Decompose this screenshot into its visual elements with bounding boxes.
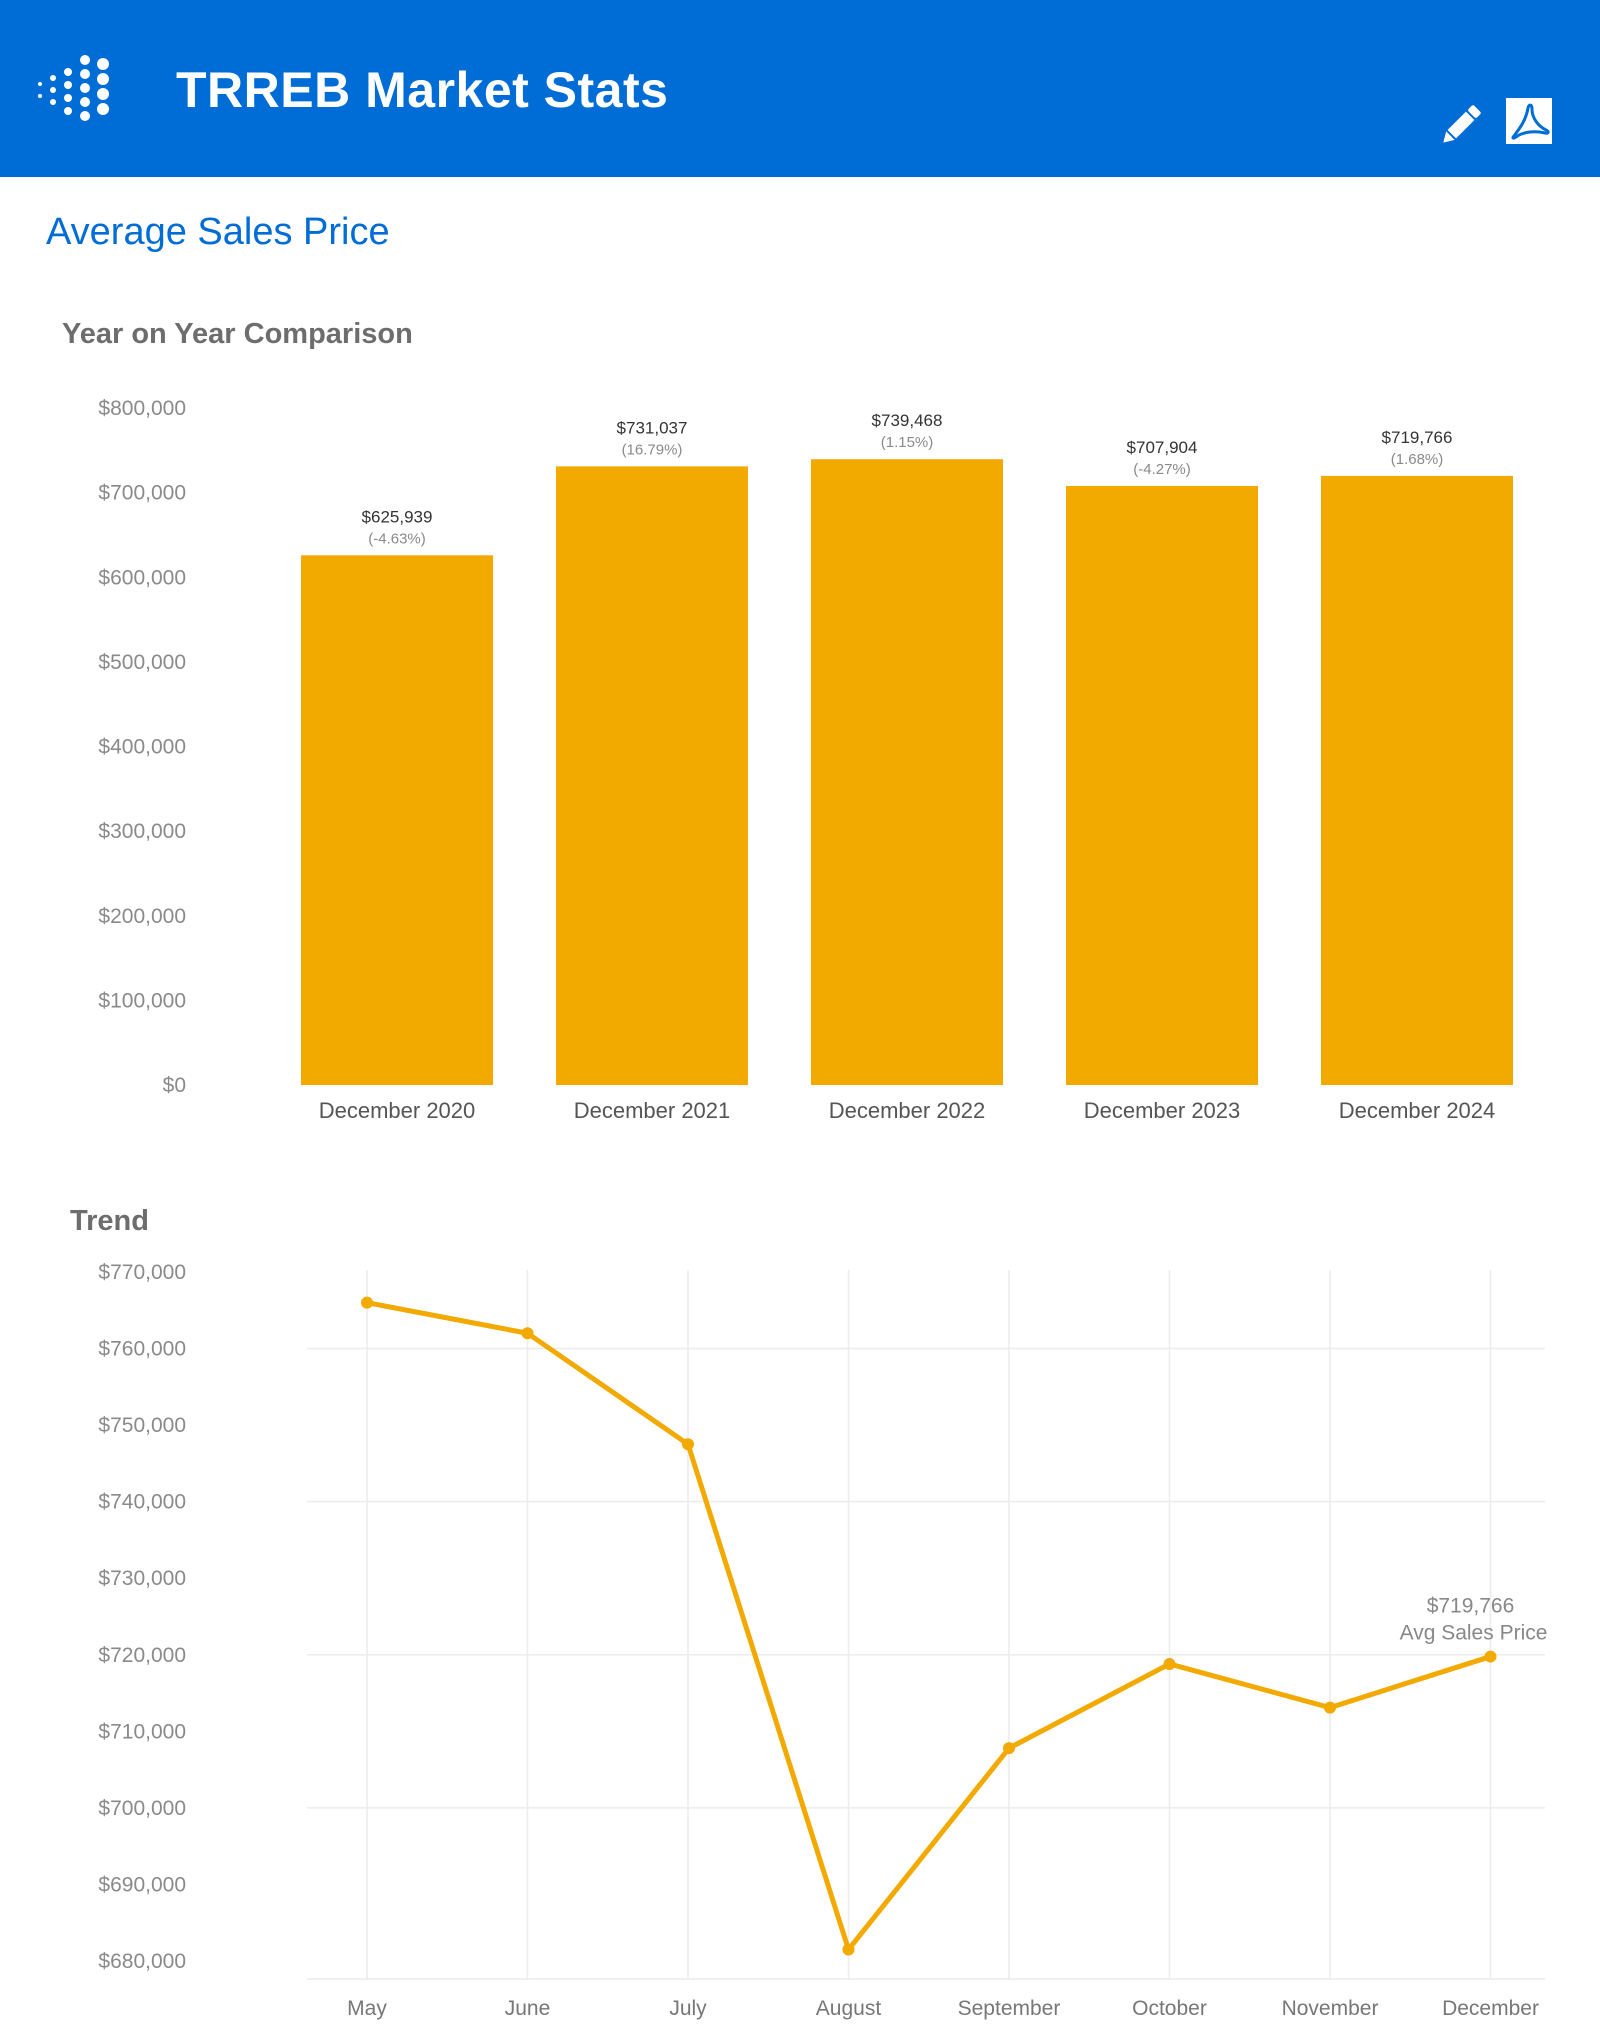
y-tick-label: $750,000 <box>98 1414 186 1437</box>
data-point[interactable] <box>842 1943 855 1956</box>
bar <box>1066 485 1258 1085</box>
bar-change-label: (1.15%) <box>881 434 934 451</box>
annotation-value: $719,766 <box>1427 1595 1515 1618</box>
y-tick-label: $0 <box>163 1074 186 1097</box>
page-title: Average Sales Price <box>46 211 390 253</box>
x-category-label: July <box>669 1997 707 2020</box>
data-point[interactable] <box>682 1438 694 1451</box>
x-category-label: September <box>958 1997 1061 2020</box>
y-tick-label: $680,000 <box>98 1950 186 1973</box>
bar-value-label: $707,904 <box>1127 438 1198 457</box>
y-tick-label: $100,000 <box>98 989 186 1012</box>
x-category-label: May <box>347 1997 387 2020</box>
y-tick-label: $730,000 <box>98 1567 186 1590</box>
x-category-label: December 2020 <box>319 1098 476 1123</box>
bar <box>301 555 493 1085</box>
x-category-label: October <box>1132 1997 1207 2020</box>
y-tick-label: $400,000 <box>98 736 186 759</box>
data-point[interactable] <box>361 1296 373 1309</box>
y-tick-label: $600,000 <box>98 566 186 589</box>
x-category-label: December 2023 <box>1084 1098 1241 1123</box>
y-tick-label: $700,000 <box>98 482 186 505</box>
x-category-label: November <box>1282 1997 1379 2020</box>
y-tick-label: $700,000 <box>98 1797 186 1820</box>
annotation-label: Avg Sales Price <box>1400 1622 1548 1645</box>
y-tick-label: $800,000 <box>98 397 186 420</box>
y-tick-label: $740,000 <box>98 1491 186 1514</box>
yoy-chart-title: Year on Year Comparison <box>62 318 413 350</box>
y-tick-label: $710,000 <box>98 1720 186 1743</box>
data-point[interactable] <box>1484 1650 1497 1663</box>
x-category-label: June <box>505 1997 551 2020</box>
x-category-label: December 2022 <box>829 1098 986 1123</box>
y-tick-label: $200,000 <box>98 905 186 928</box>
data-point[interactable] <box>1003 1742 1015 1755</box>
bar-change-label: (1.68%) <box>1391 451 1444 468</box>
bar-change-label: (-4.27%) <box>1133 461 1191 478</box>
y-tick-label: $720,000 <box>98 1644 186 1667</box>
pdf-icon[interactable] <box>1506 98 1552 144</box>
bar-value-label: $719,766 <box>1382 428 1453 447</box>
bar <box>811 459 1003 1085</box>
bar <box>1321 475 1513 1085</box>
bar-value-label: $625,939 <box>362 507 433 526</box>
app-header: TRREB Market Stats <box>0 0 1600 177</box>
dots-logo-icon <box>38 55 109 121</box>
x-category-label: December 2021 <box>574 1098 731 1123</box>
data-point[interactable] <box>1163 1657 1176 1670</box>
data-point[interactable] <box>1324 1701 1336 1714</box>
x-category-label: December <box>1442 1997 1539 2020</box>
y-tick-label: $760,000 <box>98 1338 186 1361</box>
bar-change-label: (-4.63%) <box>368 530 426 547</box>
y-tick-label: $770,000 <box>98 1261 186 1284</box>
y-tick-label: $300,000 <box>98 820 186 843</box>
trend-line-chart: $680,000 $690,000 $700,000 $710,000 $720,000… <box>98 1261 1548 2020</box>
app-title: TRREB Market Stats <box>176 62 669 118</box>
series-line <box>364 1300 1493 1953</box>
trend-chart-title: Trend <box>70 1205 149 1237</box>
x-category-label: August <box>816 1997 882 2020</box>
pencil-icon[interactable] <box>1436 100 1486 150</box>
bar-value-label: $739,468 <box>872 411 943 430</box>
data-point[interactable] <box>521 1327 534 1340</box>
y-tick-label: $500,000 <box>98 651 186 674</box>
bar-value-label: $731,037 <box>617 418 688 437</box>
bar-change-label: (16.79%) <box>622 441 683 458</box>
yoy-bar-chart: $0 $100,000 $200,000 $300,000 $400,000 $500,0… <box>98 397 1513 1123</box>
y-tick-label: $690,000 <box>98 1873 186 1896</box>
bar <box>556 466 748 1085</box>
x-category-label: December 2024 <box>1339 1098 1496 1123</box>
